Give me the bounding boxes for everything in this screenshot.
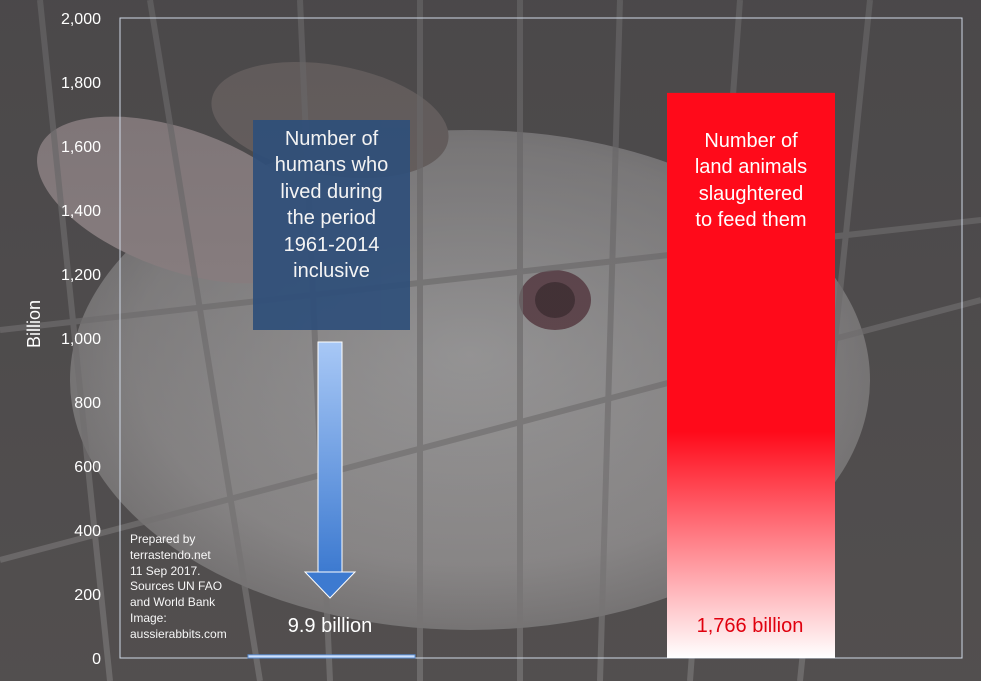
annotation-humans-line: Number of [284,128,379,150]
bar-animals [667,92,835,658]
y-tick-label: 600 [74,459,101,476]
annotation-humans-line: 1961-2014 [283,233,380,256]
annotation-humans: Number of humans who lived during the pe… [253,120,410,330]
down-arrow-icon [303,341,357,599]
credit-line: and World Bank [130,595,216,610]
y-tick-label: 800 [74,395,101,412]
annotation-animals-line: Number of [704,130,798,152]
y-tick-label: 1,200 [61,267,101,284]
y-tick-label: 0 [92,651,101,668]
y-tick-label: 400 [74,523,101,540]
y-tick-label: 1,600 [61,139,101,156]
y-axis-ticks: 0 200 400 600 800 1,000 1,200 1,400 1,600 1,800 2,… [61,11,101,668]
annotation-animals: Number of land animals slaughtered to fe… [668,128,834,234]
data-label-humans: 9.9 billion [288,615,373,637]
credit-note: Prepared by terrastendo.net 11 Sep 2017.… [130,532,250,643]
plot-area [119,17,963,659]
credit-line: aussierabbits.com [130,626,227,641]
annotation-animals-line: slaughtered [698,182,804,205]
y-tick-label: 200 [74,587,101,604]
annotation-humans-line: humans who [274,154,389,177]
annotation-animals-line: land animals [694,156,808,179]
y-tick-label: 1,000 [61,331,101,348]
credit-line: Prepared by [130,532,196,546]
bar-humans [247,654,416,659]
y-axis-label: Billion [24,300,44,348]
credit-line: Image: [130,611,167,626]
annotation-humans-line: inclusive [293,259,370,282]
credit-line: Sources UN FAO [130,579,223,594]
annotation-animals-line: to feed them [695,209,807,232]
data-label-animals: 1,766 billion [697,615,804,637]
y-tick-label: 1,800 [61,75,101,92]
annotation-humans-line: the period [287,207,376,230]
annotation-humans-line: lived during [280,180,383,203]
credit-line: 11 Sep 2017. [130,563,201,578]
y-tick-label: 2,000 [61,11,101,28]
credit-line: terrastendo.net [130,547,211,562]
y-tick-label: 1,400 [61,203,101,220]
